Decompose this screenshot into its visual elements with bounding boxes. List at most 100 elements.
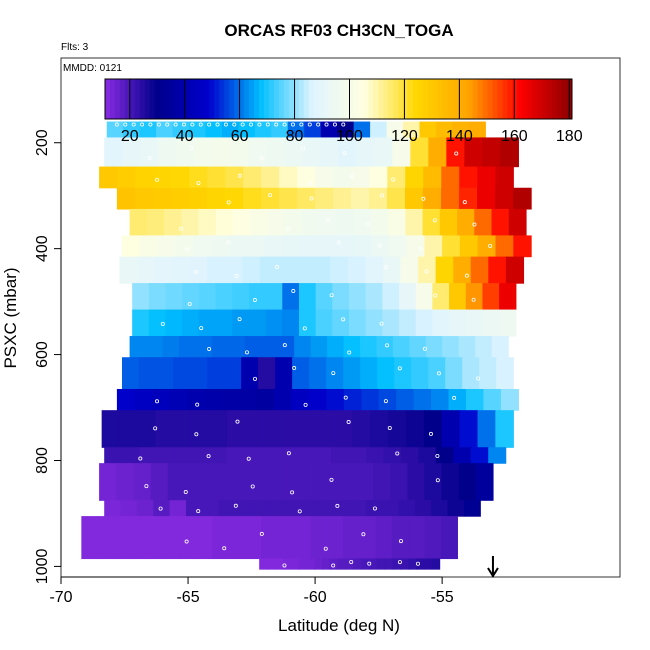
heatmap-cell [392, 558, 401, 570]
colorbar-swatch [338, 79, 344, 119]
colorbar-swatch [174, 79, 181, 119]
heatmap-cell [117, 166, 136, 189]
heatmap-cell [136, 500, 154, 517]
heatmap-cell [320, 137, 339, 168]
sample-point [187, 301, 192, 306]
heatmap-cell [298, 283, 317, 311]
sample-point [335, 503, 340, 508]
heatmap-cell [314, 558, 323, 570]
sample-point [114, 122, 119, 127]
sample-point [237, 173, 242, 178]
heatmap-cell [122, 137, 141, 168]
heatmap-cell [165, 283, 183, 311]
heatmap-cell [185, 500, 203, 517]
heatmap-cell [248, 309, 267, 337]
colorbar-swatch [169, 79, 176, 119]
heatmap-cell [345, 558, 354, 570]
heatmap-cell [378, 388, 397, 411]
colorbar-swatch [204, 79, 210, 119]
colorbar-tick-label: 60 [231, 128, 249, 145]
heatmap-cell [347, 256, 366, 284]
heatmap-cell [248, 283, 267, 311]
sample-point [303, 402, 308, 407]
heatmap-cell [261, 166, 280, 189]
sample-point [148, 122, 153, 127]
heatmap-cell [186, 388, 205, 411]
heatmap-cell [155, 410, 174, 448]
sample-point [250, 484, 255, 489]
heatmap-cell [424, 463, 443, 501]
sample-point [240, 122, 245, 127]
heatmap-cell [392, 137, 411, 168]
sample-point [257, 122, 262, 127]
heatmap-cell [221, 388, 240, 411]
heatmap-cell [423, 166, 442, 189]
sample-point [291, 289, 296, 294]
x-tick-label: -70 [49, 589, 72, 606]
colorbar-swatch [532, 79, 538, 119]
sample-point [155, 399, 160, 404]
colorbar-swatch [398, 79, 404, 119]
heatmap-cell [477, 235, 497, 258]
heatmap-cell [191, 410, 210, 448]
heatmap-cell [470, 447, 489, 464]
sample-point [173, 122, 178, 127]
sample-point [432, 218, 437, 223]
sample-point [308, 181, 313, 186]
heatmap-cell [313, 447, 332, 464]
sample-point [435, 478, 440, 483]
sample-point [249, 122, 254, 127]
heatmap-cell [361, 558, 370, 570]
heatmap-cell [453, 447, 472, 464]
heatmap-cell [449, 283, 467, 311]
heatmap-cell [445, 357, 463, 390]
sample-point [195, 402, 200, 407]
heatmap-cell [482, 309, 500, 337]
colorbar-swatch [447, 79, 454, 119]
heatmap-cell [189, 256, 208, 284]
heatmap-cell [104, 447, 123, 464]
heatmap-cell [182, 309, 200, 337]
x-axis: -70 -65 -60 -55 [49, 576, 454, 606]
colorbar-swatch [254, 79, 260, 119]
heatmap-cell [139, 121, 157, 139]
sample-point [346, 420, 351, 425]
colorbar-swatch [149, 79, 156, 119]
heatmap-cell [370, 410, 389, 448]
sample-point [331, 563, 336, 568]
y-tick-label: 800 [34, 447, 51, 474]
heatmap-cell [274, 558, 284, 570]
sample-point [331, 371, 336, 376]
heatmap-cell [265, 309, 283, 337]
heatmap-cell [491, 208, 510, 237]
sample-point [160, 321, 165, 326]
sample-point [156, 122, 161, 127]
heatmap-cell [212, 516, 230, 560]
sample-point [325, 218, 330, 223]
sample-point [282, 122, 287, 127]
heatmap-cell [207, 166, 226, 189]
heatmap-cell [376, 558, 386, 570]
heatmap-cell [169, 388, 188, 411]
heatmap-cell [321, 558, 331, 570]
arrow-head [487, 567, 499, 578]
colorbar-swatch [283, 79, 290, 119]
sample-point [286, 451, 291, 456]
heatmap-cell [224, 187, 244, 210]
colorbar-swatch [328, 79, 335, 119]
heatmap-cell [382, 500, 400, 517]
sample-point [341, 122, 346, 127]
sample-point [265, 122, 270, 127]
heatmap-cell [488, 256, 507, 284]
colorbar-tick-label: 160 [501, 128, 528, 145]
sample-point [316, 122, 321, 127]
colorbar-swatch [358, 79, 364, 119]
heatmap-cell [355, 463, 374, 501]
heatmap-cell [398, 500, 416, 517]
heatmap-cell [246, 235, 265, 258]
colorbar-swatch [432, 79, 439, 119]
heatmap-cell [431, 500, 449, 517]
colorbar-swatch [303, 79, 310, 119]
heatmap-cell [242, 256, 261, 284]
heatmap-cell [424, 235, 443, 258]
